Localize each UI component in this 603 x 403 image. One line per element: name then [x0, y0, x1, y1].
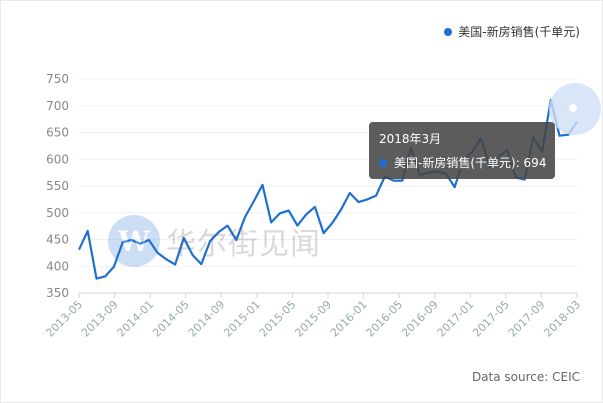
- x-tick-label: 2014-01: [115, 298, 157, 340]
- x-tick-label: 2015-05: [257, 298, 299, 340]
- y-tick-label: 700: [46, 99, 69, 113]
- watermark-logo-icon: W: [108, 215, 160, 267]
- x-tick-label: 2017-01: [435, 298, 477, 340]
- x-tick-label: 2014-09: [186, 298, 228, 340]
- legend-label: 美国-新房销售(千单元): [458, 25, 580, 39]
- x-tick-label: 2017-09: [506, 298, 548, 340]
- y-tick-label: 750: [46, 72, 69, 86]
- x-axis: 2013-052013-092014-012014-052014-092015-…: [43, 293, 583, 340]
- watermark-text: 华尔街见闻: [166, 227, 321, 262]
- tooltip-marker-icon: [379, 158, 387, 167]
- x-tick-label: 2015-09: [292, 298, 334, 340]
- y-tick-label: 350: [46, 286, 69, 300]
- x-tick-label: 2014-05: [150, 298, 192, 340]
- legend[interactable]: 美国-新房销售(千单元): [444, 23, 580, 40]
- watermark: W 华尔街见闻: [108, 215, 321, 267]
- x-tick-label: 2013-09: [79, 298, 121, 340]
- y-tick-label: 400: [46, 259, 69, 273]
- x-tick-label: 2016-09: [399, 298, 441, 340]
- corner-badge-icon: [549, 83, 601, 135]
- y-tick-label: 500: [46, 206, 69, 220]
- x-tick-label: 2017-05: [470, 298, 512, 340]
- y-tick-label: 550: [46, 179, 69, 193]
- data-source: Data source: CEIC: [471, 370, 580, 384]
- tooltip: 2018年3月 美国-新房销售(千单元): 694: [369, 122, 555, 179]
- y-tick-label: 650: [46, 126, 69, 140]
- grid: [79, 78, 577, 294]
- x-tick-label: 2016-01: [328, 298, 370, 340]
- tooltip-title: 2018年3月: [379, 132, 442, 146]
- y-axis: 350 400 450 500 550 600 650 700 750: [46, 72, 69, 300]
- x-tick-label: 2015-01: [221, 298, 263, 340]
- tooltip-row: 美国-新房销售(千单元): 694: [379, 154, 546, 171]
- y-tick-label: 600: [46, 152, 69, 166]
- tooltip-value: 美国-新房销售(千单元): 694: [394, 156, 547, 170]
- x-tick-label: 2013-05: [43, 298, 85, 340]
- x-tick-label: 2018-03: [541, 298, 583, 340]
- legend-marker-icon: [444, 27, 453, 36]
- x-tick-label: 2016-05: [364, 298, 406, 340]
- y-tick-label: 450: [46, 233, 69, 247]
